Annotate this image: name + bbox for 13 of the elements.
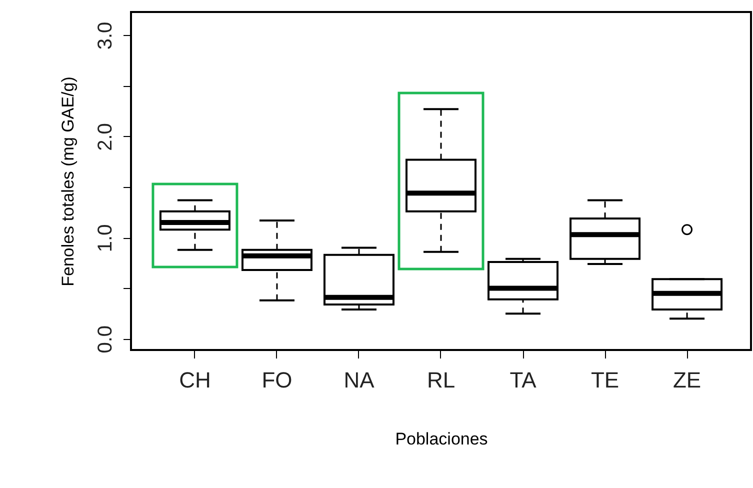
x-tick-label: ZE	[672, 368, 702, 392]
x-tick-label: TE	[590, 368, 620, 392]
x-tick-label: TA	[510, 368, 537, 392]
x-tick-label: CH	[179, 368, 211, 392]
y-tick-label: 2.0	[94, 123, 116, 151]
y-tick-label: 0.0	[94, 325, 116, 354]
y-tick-label: 3.0	[94, 22, 116, 50]
y-axis-title: Fenoles totales (mg GAE/g)	[58, 76, 78, 286]
x-tick-label: FO	[262, 368, 292, 392]
x-tick-label: RL	[426, 368, 456, 392]
x-axis-title: Poblaciones	[395, 430, 488, 448]
y-tick-label: 1.0	[94, 224, 116, 252]
x-tick-label: NA	[344, 368, 375, 392]
